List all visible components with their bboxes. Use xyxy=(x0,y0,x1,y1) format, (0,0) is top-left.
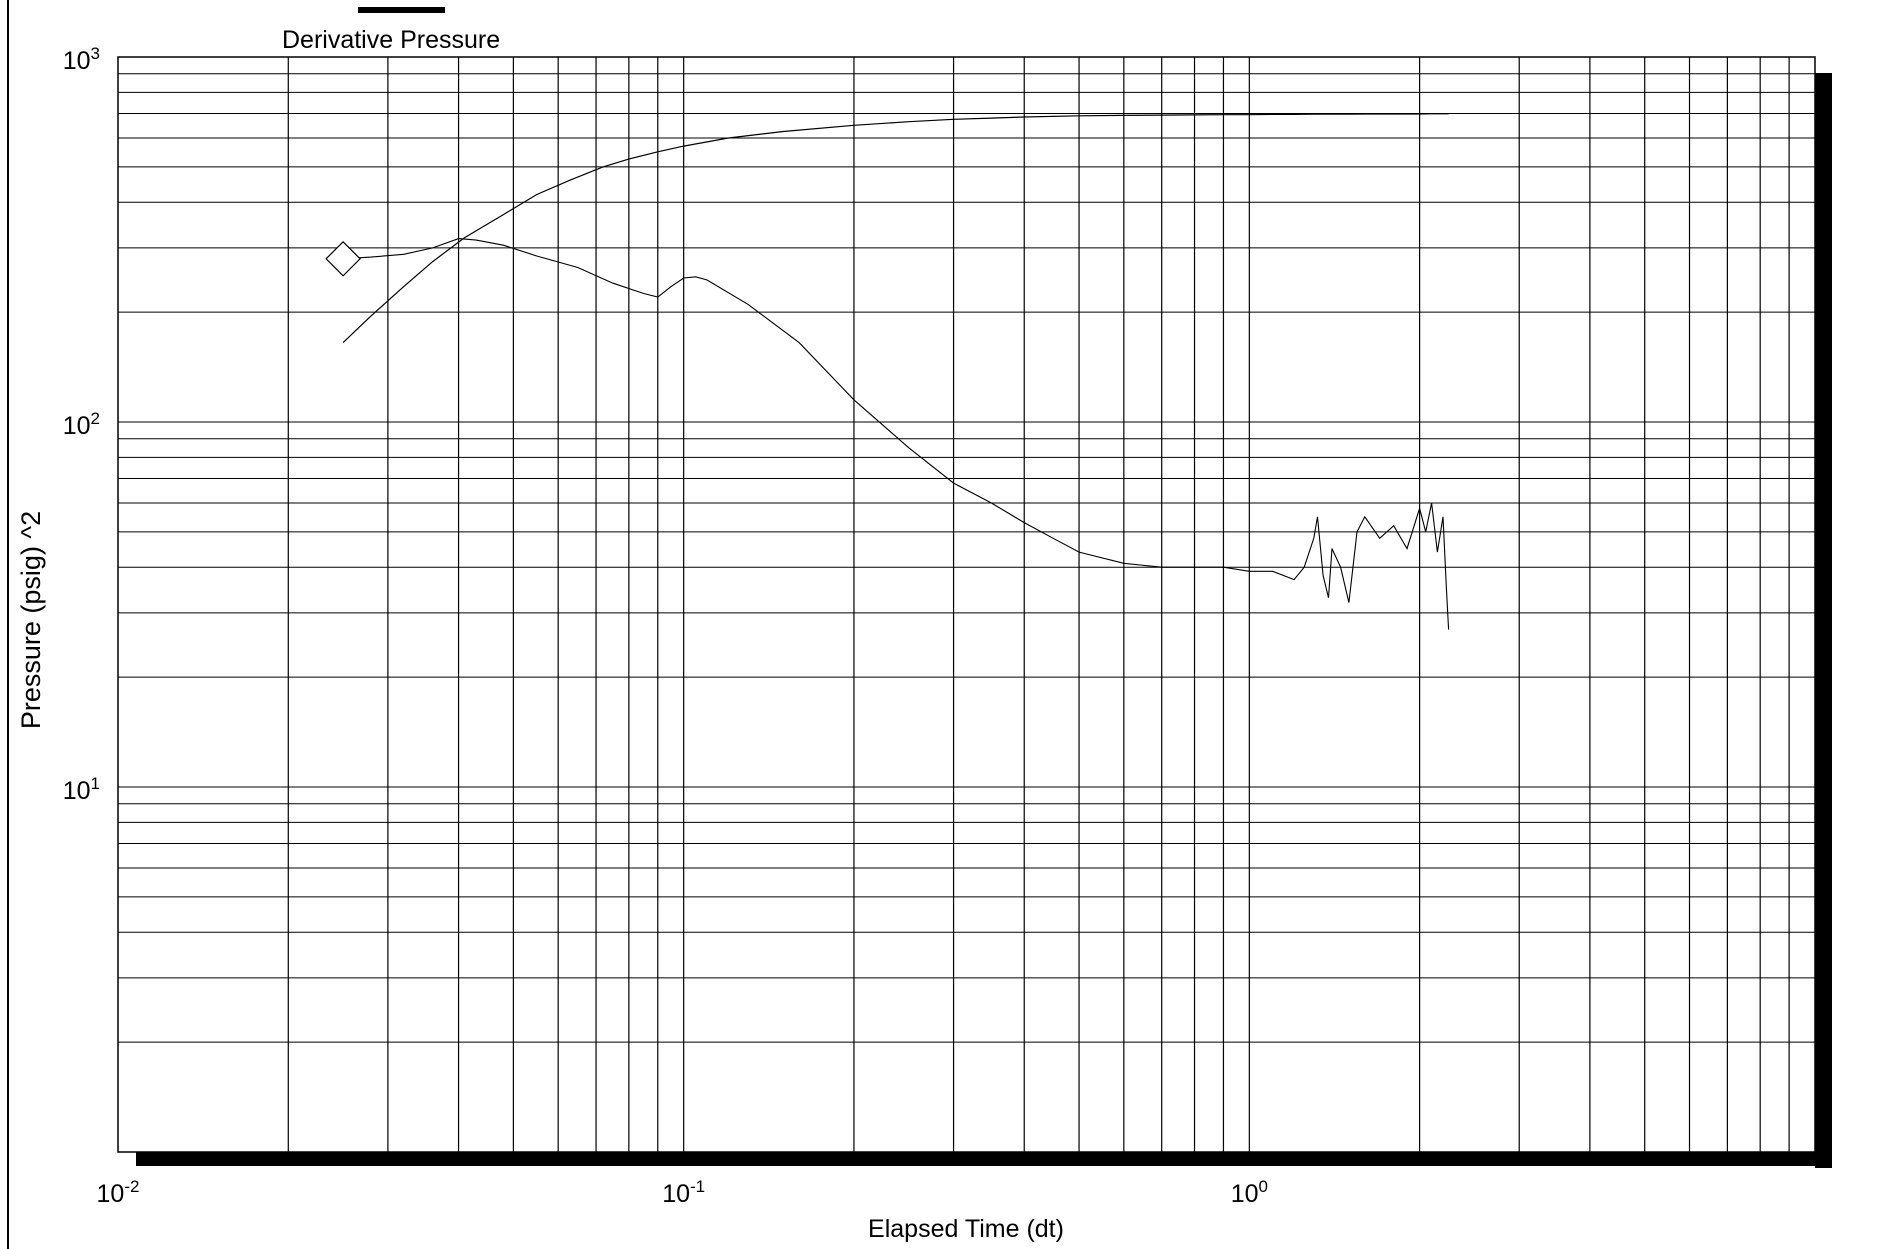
x-tick-label: 100 xyxy=(1231,1177,1268,1208)
series-line-2 xyxy=(343,238,1450,630)
y-axis-label: Pressure (psig) ^2 xyxy=(16,511,46,729)
x-axis-label: Elapsed Time (dt) xyxy=(868,1215,1064,1243)
frame-shadow-right xyxy=(1815,73,1832,1168)
legend-label: Derivative Pressure xyxy=(282,26,500,54)
plot-frame xyxy=(7,0,1832,1249)
legend: Derivative Pressure xyxy=(282,7,500,54)
frame-shadow-bottom xyxy=(136,1152,1832,1166)
series-layer xyxy=(325,113,1450,630)
plot-border xyxy=(117,56,1816,1153)
x-tick-label: 10-1 xyxy=(662,1177,705,1208)
grid-lines xyxy=(118,57,1815,1152)
series-line-1 xyxy=(342,113,1449,344)
y-tick-label: 103 xyxy=(63,44,100,75)
y-tick-label: 101 xyxy=(63,774,100,805)
x-tick-label: 10-2 xyxy=(97,1177,140,1208)
tick-labels: 10-2 10-1 100 101 102 103 xyxy=(63,44,1268,1208)
y-tick-label: 102 xyxy=(63,409,100,440)
diamond-marker xyxy=(325,240,361,277)
